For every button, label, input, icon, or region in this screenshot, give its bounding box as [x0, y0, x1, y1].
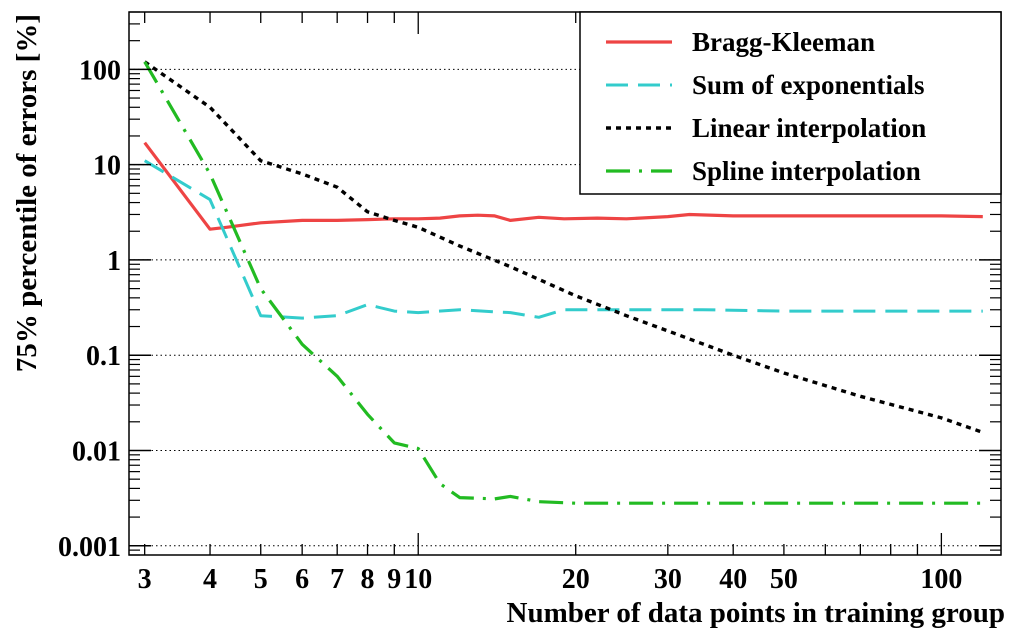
- x-tick-label: 8: [361, 564, 375, 595]
- legend-label-bragg-kleeman: Bragg-Kleeman: [692, 27, 875, 57]
- x-tick-label: 40: [719, 564, 747, 595]
- x-tick-label: 4: [203, 564, 217, 595]
- x-tick-label: 10: [404, 564, 432, 595]
- y-tick-label: 1: [107, 246, 121, 277]
- y-axis-title: 75% percentile of errors [%]: [11, 14, 43, 372]
- legend-label-sum-of-exponentials: Sum of exponentials: [692, 70, 925, 100]
- legend: Bragg-Kleeman Sum of exponentials Linear i…: [579, 11, 1002, 195]
- legend-label-spline-interpolation: Spline interpolation: [692, 156, 921, 186]
- grid-lines: [129, 68, 1001, 547]
- x-tick-label: 30: [654, 564, 682, 595]
- legend-label-linear-interpolation: Linear interpolation: [692, 113, 926, 143]
- x-tick-label: 100: [920, 564, 962, 595]
- x-axis-title: Number of data points in training group: [507, 597, 1005, 629]
- series-line-linear-interpolation: [143, 60, 984, 435]
- series-line-spline-interpolation: [143, 60, 983, 505]
- x-tick-label: 3: [138, 564, 152, 595]
- y-tick-label: 10: [93, 151, 121, 182]
- x-tick-label: 6: [295, 564, 309, 595]
- x-tick-label: 20: [562, 564, 590, 595]
- x-tick-label: 5: [254, 564, 268, 595]
- y-tick-label: 0.001: [58, 532, 121, 563]
- series-lines: [143, 60, 984, 505]
- x-tick-label: 7: [330, 564, 344, 595]
- y-tick-label: 0.1: [86, 341, 121, 372]
- x-tick-label: 9: [387, 564, 401, 595]
- series-line-bragg-kleeman: [143, 141, 983, 231]
- y-tick-label: 100: [79, 55, 121, 86]
- series-line-sum-of-exponentials: [143, 159, 983, 320]
- plot-frame: [128, 11, 1002, 556]
- x-tick-label: 50: [770, 564, 798, 595]
- y-tick-label: 0.01: [72, 436, 121, 467]
